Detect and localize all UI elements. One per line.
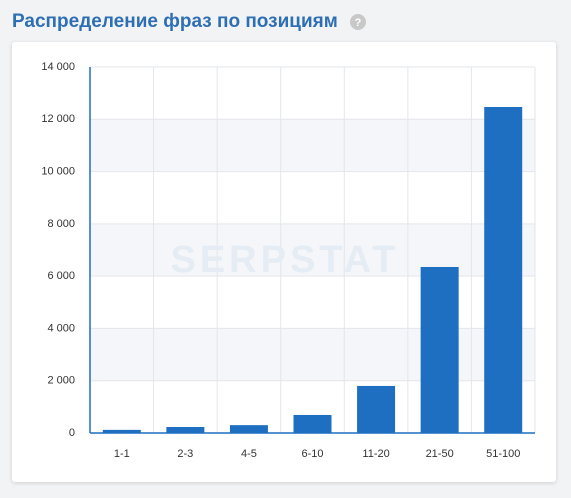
help-icon-text[interactable]: ? [355,17,362,29]
bar [293,414,332,433]
y-tick-label: 0 [69,427,75,439]
y-tick-label: 6 000 [47,270,75,282]
x-tick-label: 51-100 [486,448,520,460]
chart-title: Распределение фраз по позициям [12,11,338,32]
help-icon[interactable] [350,14,366,30]
x-tick-label: 6-10 [301,448,323,460]
y-tick-label: 14 000 [41,61,75,73]
x-tick-label: 2-3 [177,448,193,460]
watermark: SERPSTAT [170,239,399,281]
grid-band [90,328,535,381]
y-tick-label: 4 000 [47,322,75,334]
x-tick-label: 1-1 [114,448,130,460]
grid-band [90,223,535,277]
x-tick-label: 11-20 [362,448,389,460]
y-tick-label: 8 000 [47,218,75,230]
bar [229,425,268,433]
y-tick-label: 12 000 [41,113,75,125]
bar [484,106,523,434]
x-tick-label: 21-50 [426,448,454,460]
bar [166,426,205,433]
bar [357,385,396,433]
grid-band [90,119,535,172]
bar [102,429,141,433]
bar [420,266,459,433]
x-tick-label: 4-5 [241,448,257,460]
y-tick-label: 2 000 [47,375,75,387]
y-tick-label: 10 000 [41,165,75,177]
